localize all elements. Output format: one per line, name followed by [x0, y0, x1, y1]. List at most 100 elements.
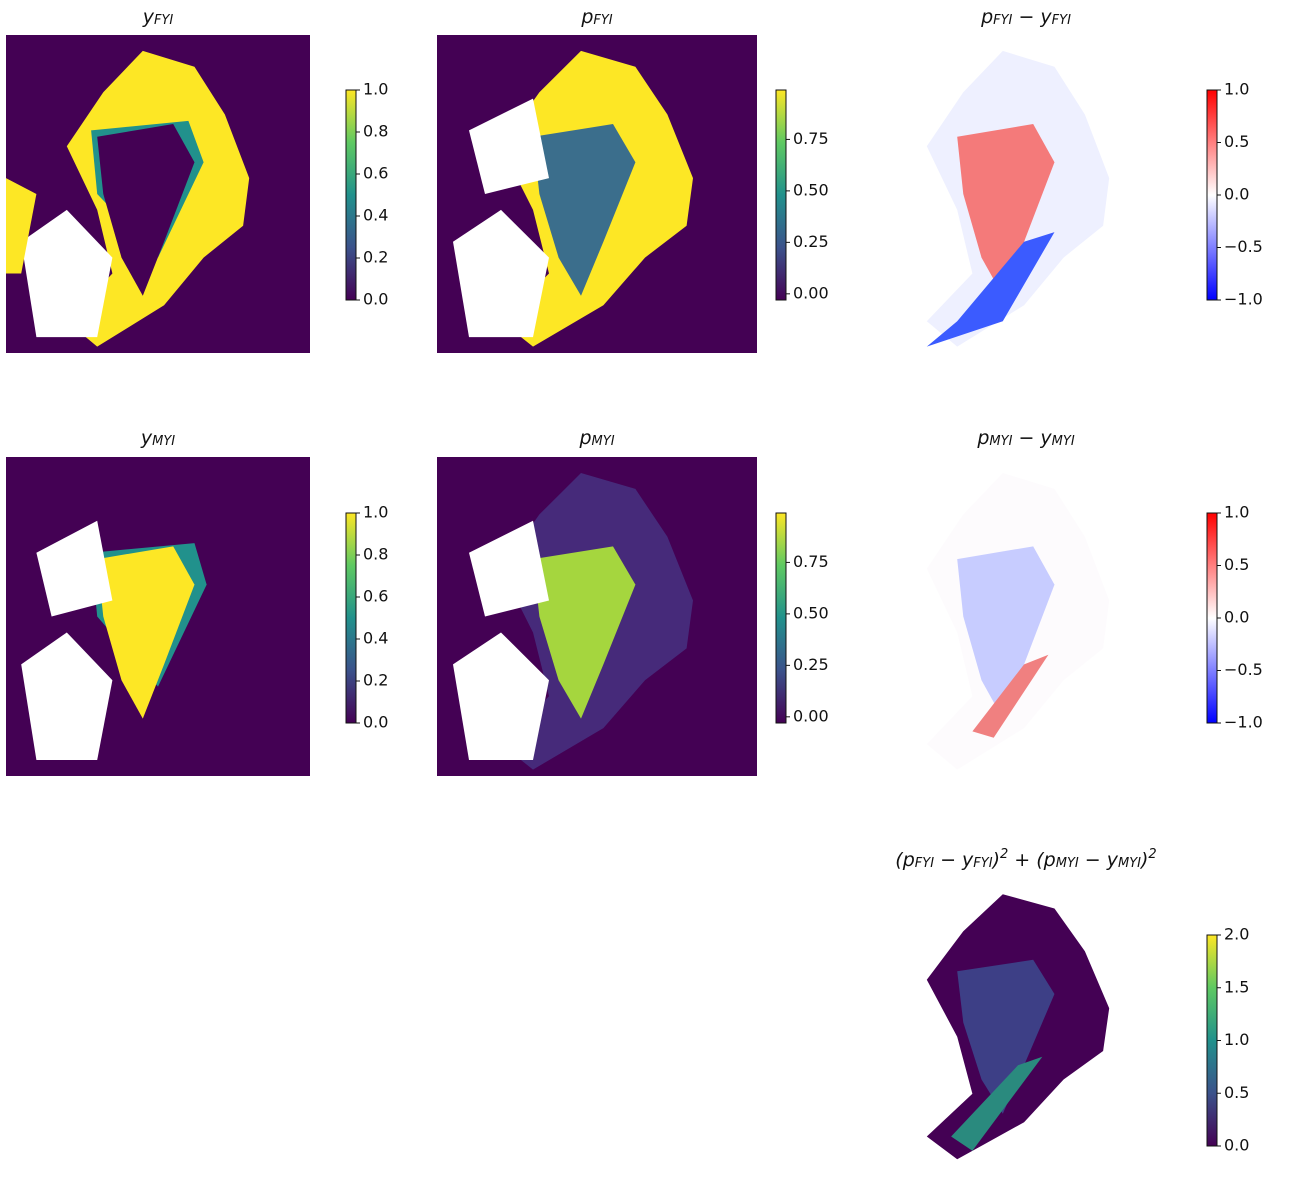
colorbar-tick-label: 0.5	[1224, 1083, 1249, 1102]
colorbar-tick-label: 0.75	[793, 129, 829, 148]
colorbar	[775, 512, 787, 724]
colorbar-tick-label: 0.0	[363, 290, 388, 309]
colorbar-tick-label: 0.4	[363, 206, 388, 225]
panel-title: pMYI − yMYI	[976, 427, 1074, 449]
panel: pFYI − yFYI−1.0−0.50.00.51.0	[926, 6, 1263, 347]
land	[453, 632, 549, 761]
colorbar-tick-label: 1.0	[363, 80, 388, 99]
diff-neg	[957, 546, 1055, 719]
colorbar-tick-label: 0.4	[363, 629, 388, 648]
title-part: FYI	[593, 13, 612, 28]
title-part: MYI	[1118, 856, 1141, 871]
title-part: FYI	[154, 13, 173, 28]
colorbar-tick-label: 1.0	[363, 503, 388, 522]
land	[469, 520, 549, 617]
land	[453, 209, 549, 338]
colorbar-tick-label: 0.50	[793, 180, 829, 199]
colorbar-tick-label: 0.00	[793, 706, 829, 725]
colorbar-tick-label: 0.50	[793, 603, 829, 622]
panel: (pFYI − yFYI)2 + (pMYI − yMYI)20.00.51.0…	[895, 847, 1249, 1160]
title-part: 2	[1000, 847, 1008, 862]
ice-free	[97, 124, 195, 296]
title-part: p	[578, 427, 591, 449]
diff-pos	[957, 124, 1055, 296]
title-part: FYI	[973, 856, 992, 871]
land	[36, 520, 113, 617]
panel: pMYI 0.00 0.25 0.50 0.75	[437, 427, 829, 776]
colorbar-tick-label: 1.0	[1224, 503, 1249, 522]
colorbar-tick-label: −1.0	[1224, 290, 1263, 309]
title-part: FYI	[993, 13, 1012, 28]
colorbar-tick-label: 1.0	[1224, 1030, 1249, 1049]
colorbar-tick-label: 0.2	[363, 671, 388, 690]
diff-pos	[972, 654, 1049, 738]
land	[469, 98, 549, 194]
panel-title: (pFYI − yFYI)2 + (pMYI − yMYI)2	[895, 847, 1156, 870]
ice	[6, 178, 37, 274]
title-part: y	[142, 6, 155, 28]
panel-title: yFYI	[142, 6, 174, 28]
colorbar-tick-label: −0.5	[1224, 237, 1263, 256]
title-part: − y	[1012, 6, 1052, 28]
colorbar-tick-label: 0.0	[363, 713, 388, 732]
panel-title: yMYI	[140, 427, 175, 449]
colorbar	[345, 512, 357, 724]
title-part: )	[991, 849, 1000, 871]
colorbar	[775, 89, 787, 301]
panel: pMYI − yMYI−1.0−0.50.00.51.0	[926, 427, 1263, 770]
colorbar-tick-label: 0.0	[1224, 185, 1249, 204]
colorbar-tick-label: 0.6	[363, 587, 388, 606]
panel-title: pMYI	[578, 427, 614, 449]
colorbar-tick-label: 2.0	[1224, 925, 1249, 944]
colorbar-tick-label: −0.5	[1224, 660, 1263, 679]
colorbar-tick-label: 0.75	[793, 552, 829, 571]
colorbar-tick-label: 0.25	[793, 232, 829, 251]
colorbar-tick-label: 0.0	[1224, 608, 1249, 627]
colorbar-tick-label: −1.0	[1224, 713, 1263, 732]
title-part: FYI	[1052, 13, 1071, 28]
title-part: MYI	[152, 434, 175, 449]
panel-title: pFYI − yFYI	[980, 6, 1071, 28]
title-part: MYI	[1052, 434, 1075, 449]
colorbar-tick-label: 0.5	[1224, 132, 1249, 151]
panel: pFYI 0.00 0.25 0.50 0.75	[437, 6, 829, 353]
colorbar-tick-label: 0.2	[363, 248, 388, 267]
ice	[97, 546, 195, 719]
title-part: MYI	[989, 434, 1012, 449]
colorbar-tick-label: 1.0	[1224, 80, 1249, 99]
ice-mixed	[533, 124, 636, 296]
ice	[533, 546, 636, 719]
colorbar-tick-label: 0.00	[793, 283, 829, 302]
colorbar-tick-label: 0.25	[793, 655, 829, 674]
title-part: MYI	[592, 434, 615, 449]
title-part: FYI	[915, 856, 934, 871]
title-part: p	[980, 6, 993, 28]
title-part: p	[976, 427, 989, 449]
land	[21, 209, 113, 338]
colorbar	[1206, 89, 1218, 301]
diff-neg	[926, 232, 1055, 347]
error-mid	[957, 959, 1055, 1114]
title-part: )	[1139, 849, 1148, 871]
title-part: − y	[934, 849, 974, 871]
colorbar	[345, 89, 357, 301]
title-part: − y	[1012, 427, 1052, 449]
land	[21, 632, 113, 761]
colorbar-tick-label: 1.5	[1224, 977, 1249, 996]
title-part: (p	[895, 849, 914, 871]
colorbar-tick-label: 0.5	[1224, 555, 1249, 574]
title-part: p	[580, 6, 593, 28]
colorbar-tick-label: 0.8	[363, 545, 388, 564]
title-part: − y	[1079, 849, 1119, 871]
title-part: MYI	[1056, 856, 1079, 871]
panel: yFYI 0.0 0.2 0.4 0.6 0.8 1.0	[6, 6, 388, 353]
panel: yMYI 0.0 0.2 0.4 0.6 0.8 1.0	[6, 427, 388, 776]
colorbar	[1206, 512, 1218, 724]
panel-title: pFYI	[580, 6, 612, 28]
title-part: y	[140, 427, 153, 449]
title-part: + (p	[1008, 849, 1055, 871]
colorbar-tick-label: 0.6	[363, 164, 388, 183]
colorbar-tick-label: 0.8	[363, 122, 388, 141]
title-part: 2	[1148, 847, 1156, 862]
